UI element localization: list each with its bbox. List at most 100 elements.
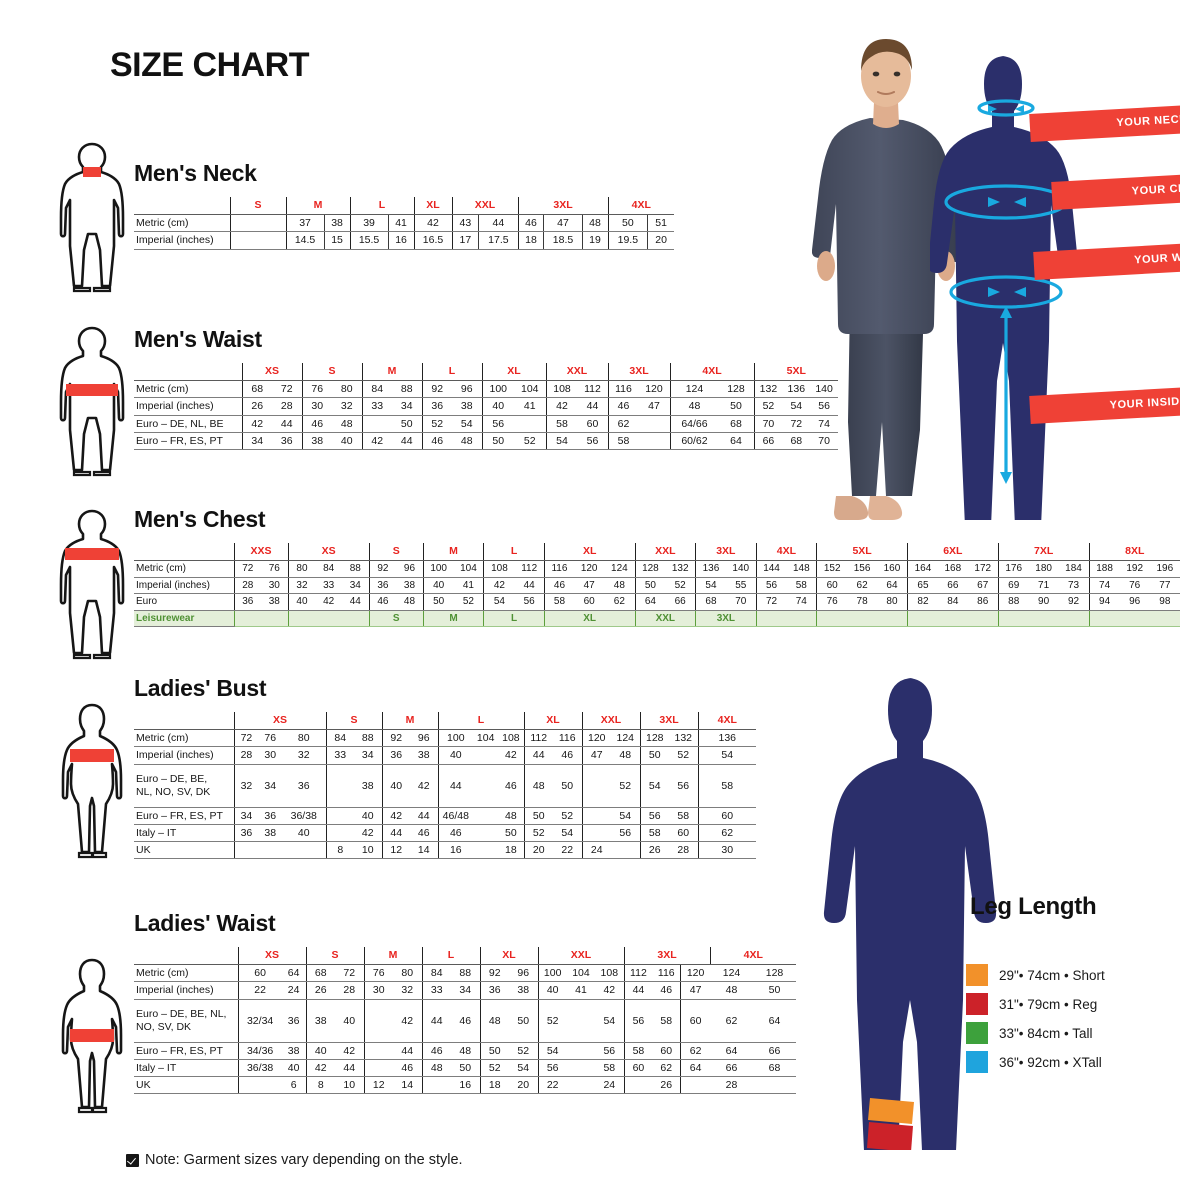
section-heading: Men's Waist bbox=[134, 326, 262, 352]
cell: 20 bbox=[523, 841, 553, 860]
leisurewear-cell bbox=[755, 610, 817, 628]
size-col-header: 4XL bbox=[697, 712, 756, 731]
cell: 48 bbox=[611, 746, 640, 765]
cell: 42 bbox=[595, 981, 624, 1000]
cell: 44 bbox=[381, 824, 410, 843]
cell: 54 bbox=[595, 999, 624, 1043]
cell: 32/34 bbox=[237, 999, 282, 1043]
size-col-header: S bbox=[368, 543, 424, 562]
cell: 74 bbox=[1088, 577, 1120, 595]
mens-waist-table: XS S M L XL XXL 3XL 4XL 5XL Metric (cm) … bbox=[134, 363, 838, 450]
size-col-header: XL bbox=[413, 197, 452, 216]
cell: 38 bbox=[354, 764, 382, 808]
cell: 41 bbox=[566, 981, 596, 1000]
cell: 152 bbox=[816, 560, 848, 578]
cell: 52 bbox=[537, 999, 567, 1043]
cell: 60 bbox=[697, 807, 756, 825]
waist-measure-band bbox=[66, 384, 118, 396]
size-col-header: L bbox=[437, 712, 524, 731]
table-row: Metric (cm) 72 76 80 84 88 92 96 100 104 108 112 116… bbox=[134, 560, 1180, 578]
cell: 132 bbox=[665, 560, 696, 578]
section-mens-chest: Men's Chest XXS XS S M L XL XXL 3XL 4XL … bbox=[134, 506, 1180, 628]
row-label: Metric (cm) bbox=[134, 964, 238, 983]
cell: 80 bbox=[287, 560, 316, 578]
leisurewear-cell bbox=[816, 610, 908, 628]
cell bbox=[680, 1076, 710, 1095]
cell: 50 bbox=[498, 824, 524, 843]
cell bbox=[282, 841, 326, 860]
cell: 112 bbox=[514, 560, 545, 578]
cell: 116 bbox=[543, 560, 575, 578]
cell: 56 bbox=[595, 1042, 624, 1060]
section-ladies-bust: Ladies' Bust XS S M L XL XXL 3XL 4XL Met… bbox=[134, 675, 756, 860]
cell: 14 bbox=[393, 1076, 422, 1095]
cell: 50 bbox=[509, 999, 538, 1043]
leisurewear-cell bbox=[1088, 610, 1180, 628]
cell bbox=[611, 841, 640, 860]
cell: 116 bbox=[652, 964, 681, 983]
cell bbox=[473, 824, 499, 843]
cell: 46/48 bbox=[437, 807, 474, 825]
cell bbox=[581, 807, 611, 825]
cell bbox=[258, 841, 283, 860]
cell: 22 bbox=[553, 841, 582, 860]
cell: 96 bbox=[396, 560, 424, 578]
cell: 50 bbox=[634, 577, 666, 595]
cell: 65 bbox=[906, 577, 938, 595]
cell bbox=[325, 824, 354, 843]
female-bust-silhouette bbox=[52, 700, 132, 865]
cell: 56 bbox=[611, 824, 640, 843]
cell: 100 bbox=[437, 729, 474, 748]
cell: 58 bbox=[543, 593, 575, 611]
cell: 42 bbox=[335, 1042, 364, 1060]
size-col-header: M bbox=[422, 543, 484, 562]
cell: 64 bbox=[876, 577, 908, 595]
cell: 28 bbox=[710, 1076, 753, 1095]
cell: 58 bbox=[786, 577, 817, 595]
cell: 156 bbox=[847, 560, 877, 578]
cell: 38 bbox=[258, 824, 283, 843]
size-col-header: XXL bbox=[581, 712, 640, 731]
leg-length-silhouette bbox=[823, 678, 997, 1150]
row-label: Imperial (inches) bbox=[134, 746, 234, 765]
cell: 28 bbox=[335, 981, 364, 1000]
table-row: Imperial (inches) 28 30 32 33 34 36 38 40 41 42 44 4… bbox=[134, 577, 1180, 595]
size-col-header: 3XL bbox=[639, 712, 698, 731]
cell: 22 bbox=[237, 981, 282, 1000]
cell: 36 bbox=[281, 999, 306, 1043]
cell: 32 bbox=[393, 981, 422, 1000]
cell: 34/36 bbox=[237, 1042, 282, 1060]
cell: 132 bbox=[669, 729, 698, 748]
cell: 120 bbox=[581, 729, 611, 748]
cell: 40 bbox=[281, 1059, 306, 1078]
cell: 62 bbox=[710, 999, 753, 1043]
cell: 44 bbox=[410, 807, 438, 825]
bust-measure-band bbox=[70, 749, 114, 762]
cell: 42 bbox=[315, 593, 342, 611]
size-col-header: 3XL bbox=[607, 363, 670, 382]
row-label: Euro – FR, ES, PT bbox=[134, 1042, 238, 1060]
mens-chest-table: XXS XS S M L XL XXL 3XL 4XL 5XL 6XL 7XL … bbox=[134, 543, 1180, 628]
cell: 124 bbox=[710, 964, 753, 983]
male-chest-silhouette bbox=[52, 505, 132, 665]
table-header-row: XS S M L XL XXL 3XL 4XL bbox=[134, 712, 756, 731]
cell: 84 bbox=[421, 964, 451, 983]
cell bbox=[325, 807, 354, 825]
cell: 88 bbox=[354, 729, 382, 748]
cell: 112 bbox=[523, 729, 553, 748]
male-waist-silhouette bbox=[52, 322, 132, 482]
cell: 36 bbox=[233, 824, 259, 843]
cell: 18 bbox=[498, 841, 524, 860]
size-col-header: 7XL bbox=[997, 543, 1089, 562]
cell: 47 bbox=[574, 577, 605, 595]
cell: 64 bbox=[753, 999, 796, 1043]
size-col-header: M bbox=[381, 712, 438, 731]
cell: 64 bbox=[680, 1059, 710, 1078]
cell bbox=[473, 841, 499, 860]
size-col-header: M bbox=[361, 363, 422, 382]
row-label: Euro – FR, ES, PT bbox=[134, 807, 234, 825]
legend-label: 36"• 92cm • XTall bbox=[999, 1054, 1102, 1070]
leg-length-legend: 29"• 74cm • Short 31"• 79cm • Reg 33"• 8… bbox=[966, 963, 1105, 1079]
cell: 46 bbox=[421, 1042, 451, 1060]
cell: 188 bbox=[1088, 560, 1120, 578]
